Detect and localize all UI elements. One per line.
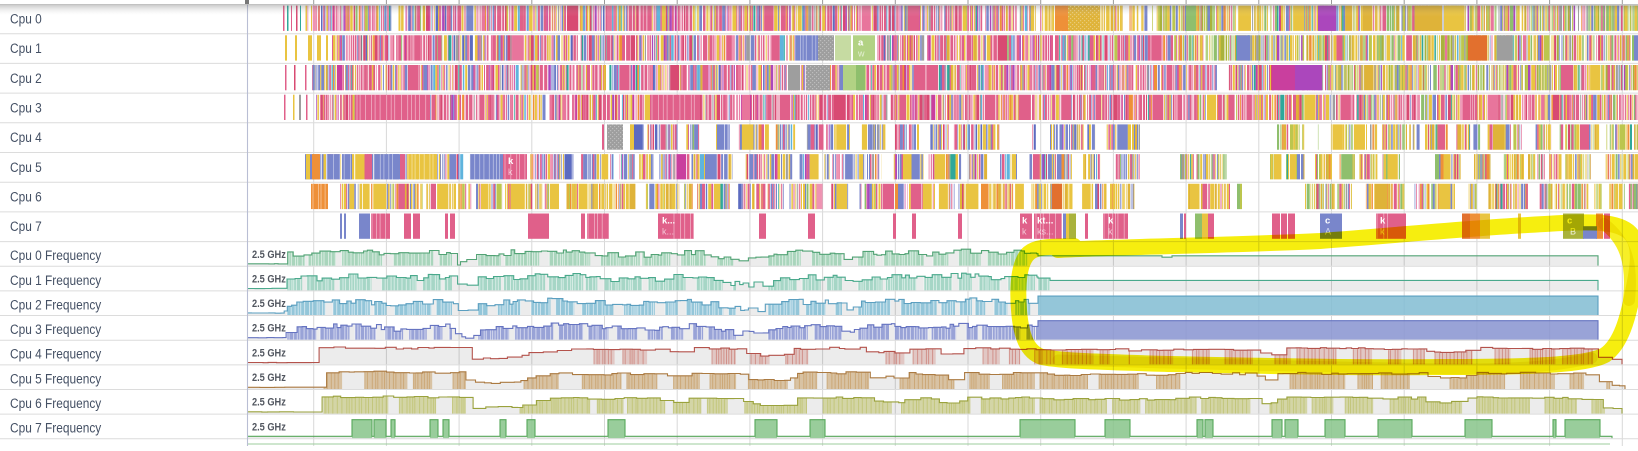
svg-text:Cpu 4: Cpu 4 <box>10 129 42 145</box>
svg-text:2.5 GHz: 2.5 GHz <box>252 274 286 286</box>
svg-text:2.5 GHz: 2.5 GHz <box>252 397 286 409</box>
svg-text:k: k <box>508 167 513 177</box>
svg-text:2.5 GHz: 2.5 GHz <box>252 249 286 261</box>
svg-text:k: k <box>1022 216 1028 227</box>
svg-text:c: c <box>1325 216 1330 227</box>
svg-text:Cpu 2: Cpu 2 <box>10 70 42 86</box>
svg-text:Cpu 6: Cpu 6 <box>10 189 42 205</box>
svg-text:Cpu 6 Frequency: Cpu 6 Frequency <box>10 395 102 411</box>
svg-text:k...: k... <box>662 216 675 227</box>
svg-text:2.5 GHz: 2.5 GHz <box>252 422 286 434</box>
svg-text:Cpu 4 Frequency: Cpu 4 Frequency <box>10 346 102 362</box>
svg-text:Cpu 7 Frequency: Cpu 7 Frequency <box>10 420 102 436</box>
svg-text:Cpu 3 Frequency: Cpu 3 Frequency <box>10 321 102 337</box>
svg-text:k: k <box>508 156 514 167</box>
svg-text:Cpu 2 Frequency: Cpu 2 Frequency <box>10 296 102 312</box>
svg-text:w: w <box>857 48 865 58</box>
svg-text:Cpu 5 Frequency: Cpu 5 Frequency <box>10 370 102 386</box>
svg-text:A: A <box>1325 227 1331 237</box>
svg-text:ks...: ks... <box>1037 227 1054 237</box>
svg-text:a: a <box>858 37 864 48</box>
svg-text:2.5 GHz: 2.5 GHz <box>252 372 286 384</box>
svg-text:2.5 GHz: 2.5 GHz <box>252 348 286 360</box>
svg-text:Cpu 1: Cpu 1 <box>10 40 42 56</box>
svg-text:k: k <box>1108 216 1114 227</box>
svg-text:B: B <box>1570 227 1576 237</box>
svg-text:Cpu 5: Cpu 5 <box>10 159 42 175</box>
svg-text:2.5 GHz: 2.5 GHz <box>252 298 286 310</box>
svg-text:Cpu 7: Cpu 7 <box>10 218 42 234</box>
svg-text:kt...: kt... <box>1037 216 1053 227</box>
svg-text:Cpu 0 Frequency: Cpu 0 Frequency <box>10 247 102 263</box>
svg-text:2.5 GHz: 2.5 GHz <box>252 323 286 335</box>
svg-text:k: k <box>1380 216 1386 227</box>
svg-text:k...: k... <box>662 227 674 237</box>
svg-text:Cpu 3: Cpu 3 <box>10 99 42 115</box>
svg-text:k: k <box>1108 227 1113 237</box>
svg-text:Cpu 1 Frequency: Cpu 1 Frequency <box>10 272 102 288</box>
svg-text:k: k <box>1022 227 1027 237</box>
